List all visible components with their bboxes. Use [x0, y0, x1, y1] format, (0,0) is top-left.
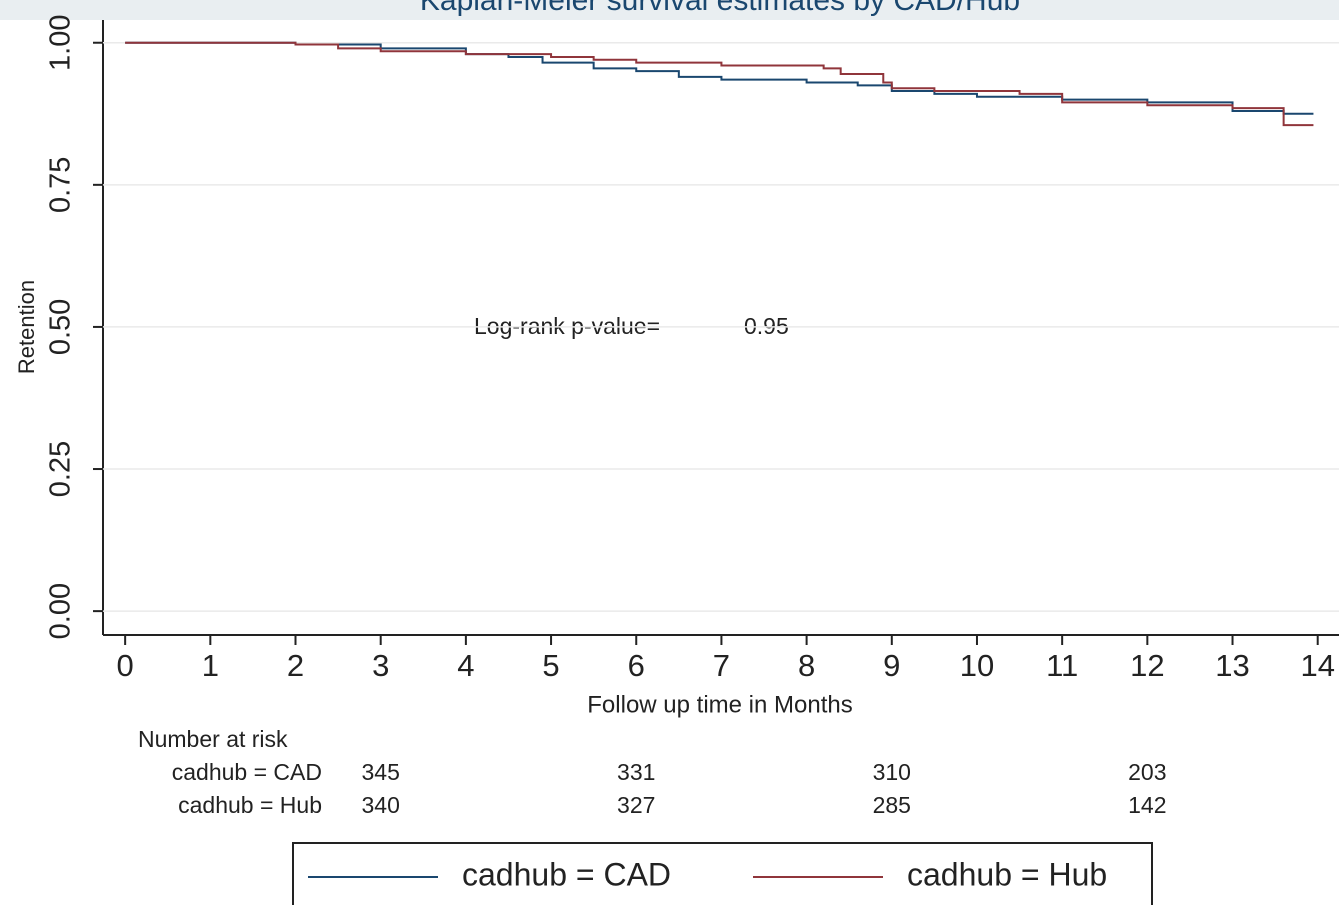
risk-value: 340 [362, 792, 400, 818]
y-tick-label: 0.50 [45, 299, 77, 355]
title-band [0, 0, 1339, 20]
annotation: Log-rank p-value= [474, 313, 660, 339]
x-tick-label: 11 [1046, 648, 1078, 683]
x-tick-label: 2 [287, 648, 304, 683]
y-tick-label: 0.25 [45, 441, 77, 497]
risk-table-title: Number at risk [138, 726, 288, 752]
legend-label: cadhub = CAD [462, 856, 671, 892]
legend [292, 842, 1153, 905]
x-tick-label: 12 [1130, 648, 1164, 683]
y-tick-label: 0.75 [45, 157, 77, 213]
x-tick-label: 0 [117, 648, 134, 683]
y-axis-title: Retention [14, 280, 39, 374]
x-tick-label: 6 [628, 648, 645, 683]
risk-row-label: cadhub = Hub [178, 792, 322, 818]
risk-value: 142 [1128, 792, 1166, 818]
risk-value: 310 [873, 759, 911, 785]
y-tick-label: 0.00 [45, 583, 77, 639]
y-tick-label: 1.00 [45, 15, 77, 71]
chart-title: Kaplan-Meier survival estimates by CAD/H… [420, 0, 1020, 17]
risk-value: 203 [1128, 759, 1166, 785]
annotation-value: 0.95 [744, 313, 789, 339]
x-tick-label: 1 [202, 648, 219, 683]
x-tick-label: 7 [713, 648, 730, 683]
risk-value: 345 [362, 759, 400, 785]
legend-label: cadhub = Hub [907, 856, 1107, 892]
x-tick-label: 9 [883, 648, 900, 683]
risk-row-label: cadhub = CAD [172, 759, 322, 785]
risk-value: 285 [873, 792, 911, 818]
x-tick-label: 4 [457, 648, 474, 683]
survival-line [125, 41, 1314, 127]
x-tick-label: 3 [372, 648, 389, 683]
x-tick-label: 8 [798, 648, 815, 683]
x-tick-label: 5 [542, 648, 559, 683]
x-tick-label: 13 [1215, 648, 1249, 683]
x-tick-label: 10 [960, 648, 994, 683]
x-axis-title: Follow up time in Months [587, 691, 852, 718]
x-tick-label: 14 [1300, 648, 1334, 683]
risk-value: 331 [617, 759, 655, 785]
risk-value: 327 [617, 792, 655, 818]
